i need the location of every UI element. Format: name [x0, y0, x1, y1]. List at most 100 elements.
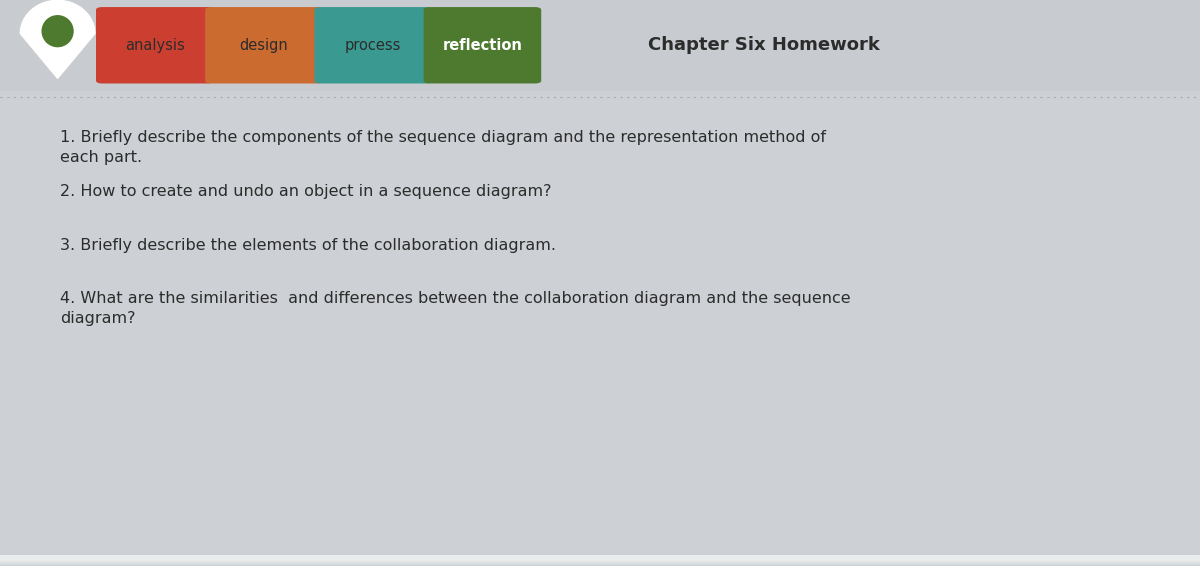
- Bar: [0, 558, 1200, 564]
- Bar: [0, 557, 1200, 563]
- Bar: [0, 560, 1200, 565]
- Text: 1. Briefly describe the components of the sequence diagram and the representatio: 1. Briefly describe the components of th…: [60, 130, 826, 165]
- Bar: [0, 559, 1200, 565]
- Ellipse shape: [42, 15, 73, 48]
- Bar: [0, 560, 1200, 565]
- Bar: [0, 559, 1200, 565]
- Bar: [0, 559, 1200, 565]
- Bar: [0, 558, 1200, 564]
- Bar: [0, 558, 1200, 564]
- Bar: [0, 558, 1200, 563]
- Bar: [0, 559, 1200, 565]
- Bar: [0, 559, 1200, 564]
- Bar: [0, 557, 1200, 563]
- Text: 4. What are the similarities  and differences between the collaboration diagram : 4. What are the similarities and differe…: [60, 291, 851, 326]
- Bar: [0, 559, 1200, 564]
- Bar: [0, 556, 1200, 561]
- Bar: [0, 560, 1200, 565]
- Bar: [0, 559, 1200, 565]
- Bar: [0, 560, 1200, 565]
- Bar: [0, 557, 1200, 563]
- Bar: [0, 560, 1200, 565]
- Bar: [0, 556, 1200, 561]
- Bar: [0, 555, 1200, 560]
- FancyBboxPatch shape: [424, 7, 541, 84]
- Bar: [0, 558, 1200, 564]
- Bar: [0, 556, 1200, 562]
- Bar: [0, 556, 1200, 562]
- Bar: [0, 556, 1200, 562]
- Bar: [0, 555, 1200, 561]
- FancyBboxPatch shape: [205, 7, 323, 84]
- Bar: [0, 555, 1200, 561]
- Bar: [0, 557, 1200, 563]
- Bar: [0, 559, 1200, 565]
- FancyBboxPatch shape: [0, 0, 1200, 91]
- FancyBboxPatch shape: [96, 7, 214, 84]
- Bar: [0, 555, 1200, 561]
- Bar: [0, 558, 1200, 563]
- Bar: [0, 556, 1200, 561]
- Bar: [0, 559, 1200, 565]
- Bar: [0, 557, 1200, 563]
- Bar: [0, 555, 1200, 560]
- Bar: [0, 557, 1200, 563]
- Polygon shape: [19, 0, 96, 80]
- Bar: [0, 560, 1200, 566]
- Bar: [0, 558, 1200, 564]
- Bar: [0, 558, 1200, 564]
- Bar: [0, 558, 1200, 563]
- Bar: [0, 555, 1200, 560]
- Bar: [0, 555, 1200, 561]
- Bar: [0, 556, 1200, 562]
- Bar: [0, 559, 1200, 564]
- Bar: [0, 555, 1200, 561]
- Bar: [0, 560, 1200, 565]
- Bar: [0, 558, 1200, 563]
- Bar: [0, 559, 1200, 564]
- Bar: [0, 557, 1200, 563]
- Bar: [0, 557, 1200, 563]
- Text: 3. Briefly describe the elements of the collaboration diagram.: 3. Briefly describe the elements of the …: [60, 238, 556, 253]
- Bar: [0, 558, 1200, 564]
- Bar: [0, 559, 1200, 564]
- Text: process: process: [346, 38, 401, 53]
- Bar: [0, 559, 1200, 564]
- Bar: [0, 558, 1200, 563]
- Text: 2. How to create and undo an object in a sequence diagram?: 2. How to create and undo an object in a…: [60, 184, 552, 199]
- Bar: [0, 556, 1200, 561]
- Bar: [0, 557, 1200, 563]
- Bar: [0, 558, 1200, 564]
- Bar: [0, 558, 1200, 563]
- Bar: [0, 556, 1200, 561]
- Bar: [0, 556, 1200, 561]
- Bar: [0, 556, 1200, 562]
- Bar: [0, 560, 1200, 566]
- Text: reflection: reflection: [443, 38, 522, 53]
- Bar: [0, 560, 1200, 565]
- Bar: [0, 559, 1200, 564]
- Bar: [0, 558, 1200, 563]
- Bar: [0, 555, 1200, 560]
- Bar: [0, 559, 1200, 565]
- Bar: [0, 558, 1200, 563]
- Text: Chapter Six Homework: Chapter Six Homework: [648, 36, 880, 54]
- Bar: [0, 556, 1200, 561]
- Bar: [0, 560, 1200, 565]
- Bar: [0, 556, 1200, 561]
- Bar: [0, 556, 1200, 562]
- Bar: [0, 557, 1200, 563]
- Bar: [0, 556, 1200, 562]
- Bar: [0, 557, 1200, 563]
- Bar: [0, 558, 1200, 564]
- Bar: [0, 555, 1200, 561]
- Bar: [0, 559, 1200, 564]
- Bar: [0, 560, 1200, 565]
- Bar: [0, 556, 1200, 561]
- Text: design: design: [240, 38, 288, 53]
- Bar: [0, 555, 1200, 561]
- Bar: [0, 559, 1200, 565]
- Bar: [0, 560, 1200, 566]
- Bar: [0, 555, 1200, 561]
- Bar: [0, 556, 1200, 562]
